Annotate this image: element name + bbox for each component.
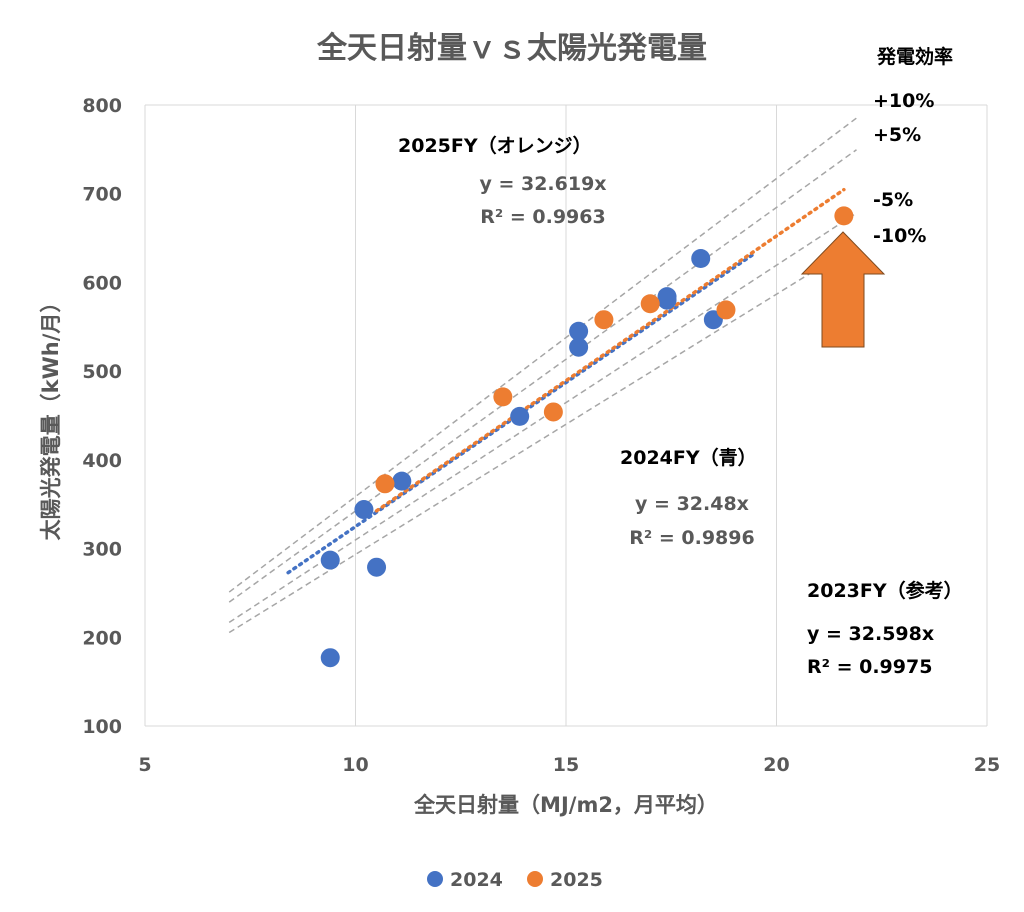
point-2024-9 <box>657 287 677 307</box>
point-2025-2 <box>543 402 563 422</box>
legend-marker-2024 <box>427 871 443 887</box>
efficiency-line-0 <box>228 117 857 593</box>
x-tick-label-1: 10 <box>342 754 368 776</box>
point-2024-10 <box>691 248 711 268</box>
point-2025-6 <box>834 206 854 226</box>
y-tick-label-6: 700 <box>82 184 122 206</box>
efficiency-label-minus10: -10% <box>873 225 926 247</box>
annotation-2025-title: 2025FY（オレンジ） <box>398 134 592 157</box>
point-2024-1 <box>320 550 340 570</box>
point-2025-1 <box>493 387 513 407</box>
y-tick-label-3: 400 <box>82 450 122 472</box>
grid-lines <box>144 104 988 727</box>
annotation-2024-equation: y = 32.48x <box>635 493 749 515</box>
efficiency-line-1 <box>228 149 857 603</box>
point-2025-4 <box>640 294 660 314</box>
point-2024-6 <box>569 337 589 357</box>
tick-labels: 5 10 15 20 25 100 200 300 400 500 600 700 800 <box>82 95 1000 776</box>
annotation-2023-title: 2023FY（参考） <box>807 579 963 602</box>
y-tick-label-1: 200 <box>82 627 122 649</box>
point-2025-5 <box>716 300 736 320</box>
point-2024-7 <box>569 321 589 341</box>
efficiency-label-minus5: -5% <box>873 189 913 211</box>
annotation-2023-equation: y = 32.598x <box>807 623 934 645</box>
x-tick-label-4: 25 <box>974 754 1000 776</box>
annotation-2025-r2: R² = 0.9963 <box>480 206 605 228</box>
y-tick-label-5: 600 <box>82 272 122 294</box>
annotation-2025-equation: y = 32.619x <box>479 173 606 195</box>
point-2024-4 <box>392 471 412 491</box>
point-2024-3 <box>367 557 387 577</box>
y-axis-title: 太陽光発電量（kWh/月） <box>39 292 63 541</box>
annotation-2024-title: 2024FY（青） <box>620 446 757 469</box>
legend-marker-2025 <box>527 871 543 887</box>
point-2024-0 <box>320 648 340 668</box>
up-arrow-icon <box>800 231 886 348</box>
point-2024-5 <box>510 406 530 426</box>
efficiency-label-plus10: +10% <box>873 90 934 112</box>
annotation-2024-r2: R² = 0.9896 <box>629 527 754 549</box>
legend-label-2024: 2024 <box>450 869 503 891</box>
y-tick-label-7: 800 <box>82 95 122 117</box>
x-tick-label-0: 5 <box>138 754 151 776</box>
efficiency-header: 発電効率 <box>876 45 953 68</box>
legend-label-2025: 2025 <box>550 869 603 891</box>
x-tick-label-3: 20 <box>763 754 789 776</box>
point-2025-0 <box>375 474 395 494</box>
annotation-2023-r2: R² = 0.9975 <box>807 656 932 678</box>
chart-title: 全天日射量ｖｓ太陽光発電量 <box>316 31 707 66</box>
trendline-2025 <box>374 187 846 513</box>
legend: 2024 2025 <box>427 869 603 891</box>
point-2024-2 <box>354 500 374 520</box>
y-tick-label-2: 300 <box>82 539 122 561</box>
efficiency-label-plus5: +5% <box>873 124 921 146</box>
y-tick-label-4: 500 <box>82 361 122 383</box>
point-2025-3 <box>594 310 614 330</box>
x-axis-title: 全天日射量（MJ/m2，月平均） <box>413 793 718 817</box>
data-points <box>320 206 854 668</box>
x-tick-label-2: 15 <box>553 754 579 776</box>
y-tick-label-0: 100 <box>82 716 122 738</box>
